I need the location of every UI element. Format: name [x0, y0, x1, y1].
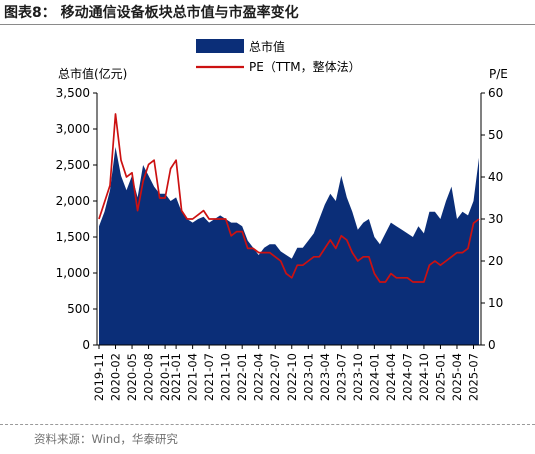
y-right-tick-label: 0 [488, 338, 496, 352]
plot-area [98, 113, 480, 345]
x-tick-label: 2024-07 [400, 353, 414, 401]
x-tick-label: 2020-05 [125, 353, 139, 401]
title-rule [0, 24, 535, 25]
y-right-tick-label: 50 [488, 128, 503, 142]
legend-label-pe: PE（TTM，整体法） [249, 59, 361, 74]
chart: 0 500 1,000 1,500 2,000 2,500 3,000 3,500 0 10 20 3… [56, 39, 508, 401]
x-tick-label: 2025-01 [433, 353, 447, 401]
legend: 总市值 PE（TTM，整体法） [196, 39, 361, 74]
x-tick-label: 2023-10 [351, 353, 365, 401]
y-left-axis-label: 总市值(亿元) [58, 66, 127, 81]
x-tick-label: 2020-11 [158, 353, 172, 401]
y-left-tick-label: 2,000 [56, 194, 90, 208]
x-tick-label: 2022-04 [252, 353, 266, 401]
y-right-tick-label: 30 [488, 212, 503, 226]
x-tick-label: 2019-11 [92, 353, 106, 401]
bottom-rule [0, 424, 535, 425]
series-market-cap-area [99, 147, 479, 345]
y-left-tick-label: 0 [82, 338, 90, 352]
figure-title: 图表8： 移动通信设备板块总市值与市盈率变化 [4, 5, 299, 21]
x-tick-label: 2024-01 [367, 353, 381, 401]
x-tick-label: 2021-07 [202, 353, 216, 401]
y-right-tick-label: 20 [488, 254, 503, 268]
x-tick-label: 2021-01 [169, 353, 183, 401]
legend-swatch-market-cap [196, 39, 244, 53]
x-tick-label: 2024-04 [384, 353, 398, 401]
x-tick-label: 2022-10 [285, 353, 299, 401]
x-tick-label: 2020-08 [142, 353, 156, 401]
y-left-tick-label: 500 [67, 302, 90, 316]
x-tick-label: 2022-07 [268, 353, 282, 401]
y-right-tick-label: 40 [488, 170, 503, 184]
legend-label-market-cap: 总市值 [249, 39, 285, 54]
x-tick-label: 2020-02 [109, 353, 123, 401]
y-left-tick-label: 1,500 [56, 230, 90, 244]
y-right-tick-label: 10 [488, 296, 503, 310]
x-tick-label: 2021-10 [219, 353, 233, 401]
x-tick-label: 2021-04 [186, 353, 200, 401]
x-tick-label: 2025-07 [466, 353, 480, 401]
x-tick-label: 2024-10 [417, 353, 431, 401]
axes: 0 500 1,000 1,500 2,000 2,500 3,000 3,500 0 10 20 3… [56, 86, 504, 401]
y-left-tick-label: 1,000 [56, 266, 90, 280]
x-tick-label: 2023-07 [334, 353, 348, 401]
x-tick-label: 2023-01 [301, 353, 315, 401]
x-tick-label: 2023-04 [318, 353, 332, 401]
source-note: 资料来源：Wind，华泰研究 [34, 432, 178, 446]
y-left-tick-label: 3,500 [56, 86, 90, 100]
series-pe-line [98, 113, 480, 283]
y-left-tick-label: 2,500 [56, 158, 90, 172]
y-right-tick-label: 60 [488, 86, 503, 100]
x-tick-label: 2025-04 [450, 353, 464, 401]
x-tick-label: 2022-01 [235, 353, 249, 401]
y-right-axis-label: P/E [489, 67, 508, 81]
y-left-tick-label: 3,000 [56, 122, 90, 136]
